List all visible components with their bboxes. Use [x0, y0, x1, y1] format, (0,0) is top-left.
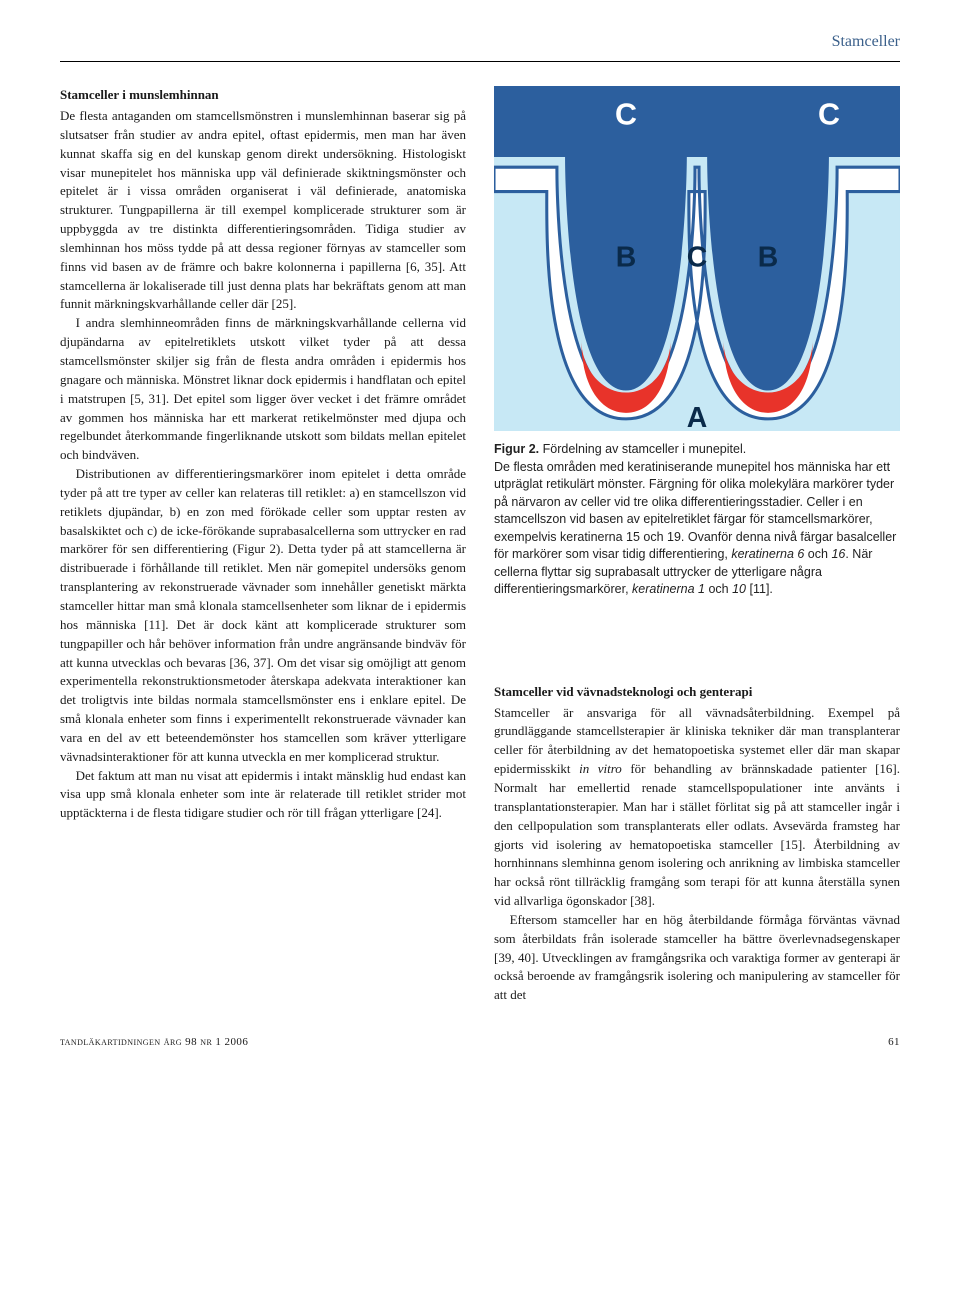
figure-ital-2: 16 [831, 547, 845, 561]
figure-label: Figur 2. [494, 442, 539, 456]
left-heading: Stamceller i munslemhinnan [60, 86, 466, 105]
figure-2: C C B B C A Figur 2. Fördelning av stamc… [494, 86, 900, 599]
figure-label-a: A [687, 402, 708, 431]
right-p1-b: för behandling av brännskadade patienter… [494, 761, 900, 908]
running-head: Stamceller [60, 30, 900, 53]
left-p4: Det faktum att man nu visat att epidermi… [60, 767, 466, 824]
figure-2-svg: C C B B C A [494, 86, 900, 431]
right-column: C C B B C A Figur 2. Fördelning av stamc… [494, 86, 900, 1005]
header-rule [60, 61, 900, 62]
figure-ital-1: keratinerna 6 [731, 547, 804, 561]
left-p1: De flesta antaganden om stamcellsmönstre… [60, 107, 466, 314]
left-p3: Distributionen av differentieringsmarkör… [60, 465, 466, 767]
footer-page-number: 61 [888, 1035, 900, 1051]
figure-caption-end: [11]. [746, 582, 773, 596]
right-p1-ital: in vitro [579, 761, 622, 776]
figure-label-c-mid: C [687, 242, 708, 274]
footer-journal: tandläkartidningen årg 98 nr 1 2006 [60, 1035, 248, 1051]
figure-ital-3: keratinerna 1 [632, 582, 705, 596]
left-p2: I andra slemhinneområden finns de märkni… [60, 314, 466, 465]
figure-label-b-right: B [758, 242, 779, 274]
figure-mid-2: och [705, 582, 732, 596]
figure-2-caption: Figur 2. Fördelning av stamceller i mune… [494, 441, 900, 599]
column-spacer [494, 613, 900, 683]
figure-title: Fördelning av stamceller i munepitel. [539, 442, 746, 456]
right-p2: Eftersom stamceller har en hög återbilda… [494, 911, 900, 1005]
figure-ital-4: 10 [732, 582, 746, 596]
right-heading: Stamceller vid vävnadsteknologi och gent… [494, 683, 900, 702]
left-column: Stamceller i munslemhinnan De flesta ant… [60, 86, 466, 1005]
right-p1: Stamceller är ansvariga för all vävnadså… [494, 704, 900, 911]
figure-label-c-right: C [818, 98, 840, 132]
figure-mid-1: och [804, 547, 831, 561]
page-footer: tandläkartidningen årg 98 nr 1 2006 61 [60, 1035, 900, 1051]
figure-label-b-left: B [616, 242, 637, 274]
figure-label-c-left: C [615, 98, 637, 132]
two-column-layout: Stamceller i munslemhinnan De flesta ant… [60, 86, 900, 1005]
